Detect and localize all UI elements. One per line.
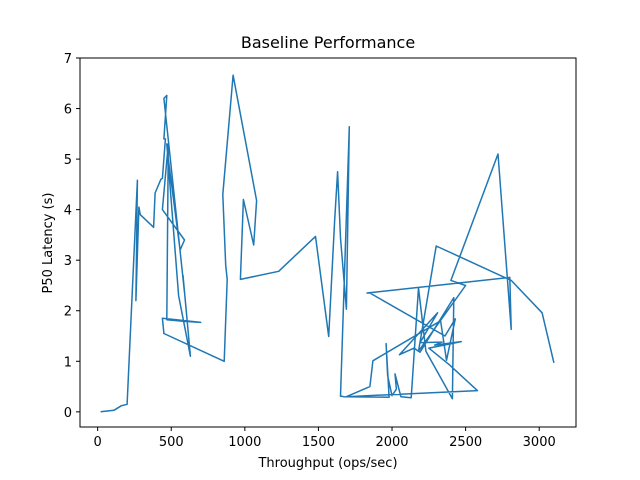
chart-title: Baseline Performance <box>241 33 415 52</box>
y-tick-label: 4 <box>64 204 72 219</box>
y-axis-label: P50 Latency (s) <box>41 193 56 294</box>
y-tick-label: 3 <box>64 254 72 269</box>
x-axis-ticks: 0 500 1000 1500 2000 2500 3000 <box>94 427 556 450</box>
x-tick-label: 2000 <box>375 435 408 450</box>
x-tick-label: 3000 <box>523 435 556 450</box>
x-tick-label: 1500 <box>302 435 335 450</box>
x-axis-label: Throughput (ops/sec) <box>257 456 397 471</box>
y-tick-label: 0 <box>64 406 72 421</box>
y-tick-label: 6 <box>64 103 72 118</box>
series-line-0 <box>100 74 555 413</box>
y-tick-label: 5 <box>64 153 72 168</box>
y-tick-label: 1 <box>64 355 72 370</box>
y-axis-ticks: 0 1 2 3 4 5 6 7 <box>64 52 80 421</box>
x-tick-label: 0 <box>94 435 102 450</box>
plot-frame <box>79 57 577 428</box>
y-tick-label: 2 <box>64 305 72 320</box>
plot-area <box>100 74 555 413</box>
y-tick-label: 7 <box>64 52 72 67</box>
x-tick-label: 500 <box>159 435 184 450</box>
x-tick-label: 1000 <box>228 435 261 450</box>
x-tick-label: 2500 <box>449 435 482 450</box>
